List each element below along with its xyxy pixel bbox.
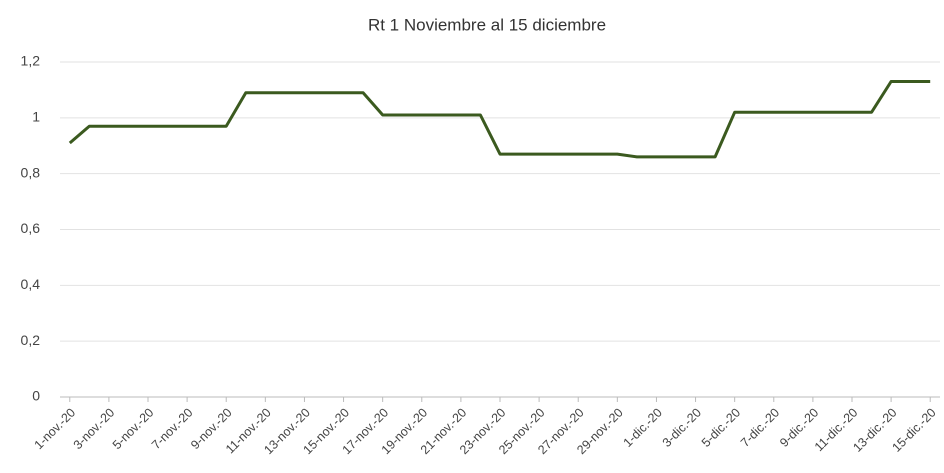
y-tick-label: 1 [32, 109, 40, 125]
y-tick-label: 0 [32, 388, 40, 404]
x-tick-label: 7-dic.-20 [738, 406, 782, 450]
x-tick-label: 1-dic.-20 [621, 406, 665, 450]
chart-title: Rt 1 Noviembre al 15 diciembre [368, 15, 606, 34]
data-line [68, 80, 931, 159]
y-tick-label: 1,2 [21, 53, 41, 69]
y-tick-label: 0,6 [21, 220, 41, 236]
x-tick-label: 5-nov.-20 [110, 406, 157, 453]
y-tick-label: 0,8 [21, 164, 41, 180]
x-tick-label: 5-dic.-20 [699, 406, 743, 450]
x-tick-label: 1-nov.-20 [32, 406, 79, 453]
x-tick-label: 7-nov.-20 [149, 406, 196, 453]
y-tick-label: 0,4 [21, 276, 41, 292]
x-tick-label: 3-nov.-20 [71, 406, 118, 453]
x-tick-label: 3-dic.-20 [660, 406, 704, 450]
y-tick-label: 0,2 [21, 332, 41, 348]
